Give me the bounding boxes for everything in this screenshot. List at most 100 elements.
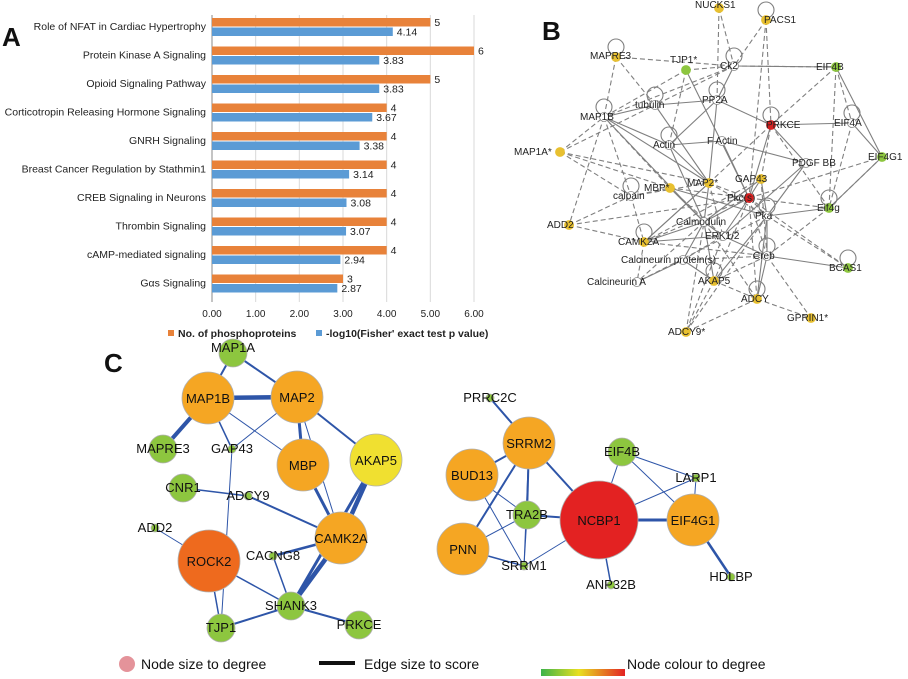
network-c-node bbox=[445, 448, 499, 502]
network-c-node-label: BUD13 bbox=[451, 468, 493, 483]
network-b-node bbox=[752, 294, 762, 304]
bar-log-pvalue bbox=[212, 198, 347, 207]
network-b-node bbox=[729, 61, 739, 71]
network-c-node bbox=[206, 613, 236, 643]
network-b-node-label: GAP43 bbox=[735, 174, 768, 185]
direct-edge bbox=[713, 215, 768, 282]
direct-edge bbox=[703, 197, 750, 223]
network-c-node-label: ROCK2 bbox=[187, 554, 232, 569]
network-c-node-label: MAP2 bbox=[279, 390, 314, 405]
network-b-node-label: AKAP5 bbox=[698, 276, 731, 287]
category-label: cAMP-mediated signaling bbox=[87, 249, 206, 261]
network-b-node bbox=[639, 237, 649, 247]
network-b-node bbox=[717, 136, 727, 146]
indirect-edge bbox=[685, 65, 735, 71]
legend-swatch bbox=[168, 330, 174, 336]
network-c-node-label: SRRM2 bbox=[506, 436, 552, 451]
bar-log-pvalue bbox=[212, 170, 350, 179]
direct-edge bbox=[721, 140, 807, 164]
indirect-edge bbox=[603, 56, 617, 118]
network-b-node-label: Calmodulin bbox=[676, 217, 726, 228]
indirect-edge bbox=[716, 7, 720, 101]
network-c-node bbox=[436, 522, 490, 576]
bar-log-pvalue bbox=[212, 113, 373, 122]
bar-phosphoproteins bbox=[212, 160, 387, 169]
network-b-node-label: Eif4g bbox=[817, 203, 840, 214]
indirect-edge bbox=[760, 124, 772, 180]
bar-log-pvalue bbox=[212, 284, 338, 293]
data-label: 4 bbox=[391, 188, 397, 200]
network-c-node-label: SRRM1 bbox=[501, 558, 547, 573]
network-c-node-label: CNR1 bbox=[165, 480, 200, 495]
network-c-node-label: PNN bbox=[449, 542, 476, 557]
indirect-edge bbox=[748, 197, 768, 257]
legend-entry: No. of phosphoproteins bbox=[178, 328, 297, 340]
category-label: Breast Cancer Regulation by Stathmin1 bbox=[22, 164, 207, 176]
network-b-node-label: MBP* bbox=[644, 183, 670, 194]
x-tick-label: 5.00 bbox=[421, 309, 441, 320]
direct-edge bbox=[603, 116, 710, 184]
network-b-node-label: BCAS1 bbox=[829, 263, 862, 274]
category-label: Thrombin Signaling bbox=[116, 221, 207, 233]
indirect-edge bbox=[643, 241, 768, 257]
direct-edge bbox=[654, 99, 718, 106]
panel-letter-c: C bbox=[104, 348, 123, 378]
network-b-node-label: Pkc(s) bbox=[727, 193, 755, 204]
network-c-node bbox=[691, 473, 701, 483]
network-b-node bbox=[761, 15, 771, 25]
data-label: 4 bbox=[391, 160, 397, 172]
indirect-edge bbox=[568, 197, 750, 226]
network-c-node bbox=[148, 434, 178, 464]
network-legend: Node size to degree Edge size to score N… bbox=[119, 656, 766, 676]
indirect-edge bbox=[603, 116, 671, 189]
network-b-node-label: MAP1B bbox=[580, 112, 614, 123]
data-label: 5 bbox=[434, 74, 440, 86]
network-b-node bbox=[650, 100, 660, 110]
network-c-node bbox=[227, 444, 237, 454]
network-c-node-label: MAP1A bbox=[211, 340, 255, 355]
indirect-edge bbox=[766, 255, 812, 319]
bar-log-pvalue bbox=[212, 255, 341, 264]
data-label: 2.94 bbox=[344, 255, 365, 267]
network-b-node bbox=[681, 327, 691, 337]
network-b-node-label: PP2A bbox=[702, 95, 728, 106]
indirect-edge bbox=[685, 221, 705, 333]
edge-size-legend-text: Edge size to score bbox=[364, 656, 479, 672]
bar-phosphoproteins bbox=[212, 75, 431, 84]
direct-edge bbox=[716, 65, 735, 101]
bar-log-pvalue bbox=[212, 56, 380, 65]
network-c-node bbox=[349, 433, 403, 487]
network-b-node bbox=[756, 174, 766, 184]
network-c-node-label: MAP1B bbox=[186, 391, 230, 406]
data-label: 4.14 bbox=[397, 27, 418, 39]
network-b-node bbox=[681, 65, 691, 75]
bar-phosphoproteins bbox=[212, 46, 474, 55]
indirect-edge bbox=[559, 116, 605, 153]
indirect-edge bbox=[685, 298, 758, 333]
data-label: 4 bbox=[391, 131, 397, 143]
network-b-node bbox=[801, 158, 811, 168]
panel-letter-a: A bbox=[2, 22, 21, 52]
indirect-edge bbox=[756, 298, 812, 319]
indirect-edge bbox=[559, 151, 671, 189]
network-c-node-label: ANP32B bbox=[586, 577, 636, 592]
indirect-edge bbox=[630, 182, 710, 197]
network-b-node bbox=[831, 62, 841, 72]
network-b-node-label: GPRIN1* bbox=[787, 313, 828, 324]
data-label: 3.14 bbox=[353, 169, 374, 181]
indirect-edge bbox=[615, 56, 735, 67]
x-tick-label: 2.00 bbox=[290, 309, 310, 320]
x-tick-label: 3.00 bbox=[333, 309, 353, 320]
data-label: 4 bbox=[391, 245, 397, 257]
data-label: 3 bbox=[347, 274, 353, 286]
indirect-edge bbox=[760, 178, 768, 257]
network-c-node-label: PRKCE bbox=[337, 617, 382, 632]
bar-phosphoproteins bbox=[212, 132, 387, 141]
network-b-node-label: ADD2 bbox=[547, 220, 574, 231]
direct-edge bbox=[603, 116, 670, 146]
direct-edge bbox=[643, 182, 710, 243]
direct-edge bbox=[748, 124, 772, 199]
indirect-edge bbox=[713, 255, 768, 282]
network-b-node-label: tubulin bbox=[635, 100, 664, 111]
bar-log-pvalue bbox=[212, 227, 347, 236]
